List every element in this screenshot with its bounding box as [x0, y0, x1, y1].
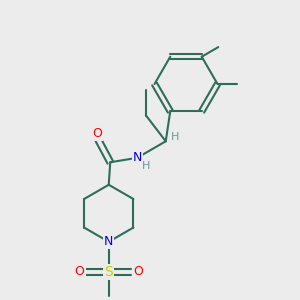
Text: H: H: [171, 132, 179, 142]
Text: N: N: [104, 235, 113, 248]
Text: S: S: [104, 265, 113, 279]
Text: H: H: [142, 161, 150, 171]
Text: O: O: [133, 265, 143, 278]
Text: N: N: [133, 151, 142, 164]
Text: O: O: [75, 265, 85, 278]
Text: O: O: [92, 127, 102, 140]
